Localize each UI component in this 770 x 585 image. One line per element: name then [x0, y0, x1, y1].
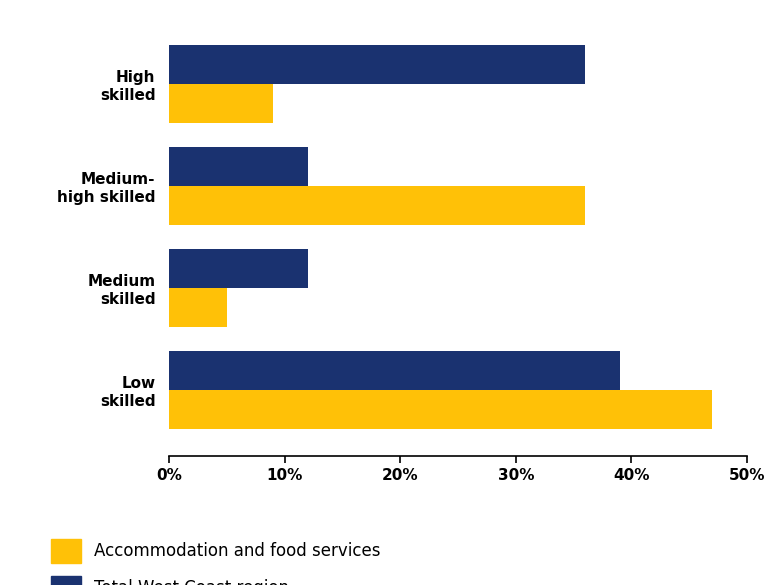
Legend: Accommodation and food services, Total West Coast region: Accommodation and food services, Total W… [51, 539, 380, 585]
Bar [169, 249, 308, 288]
Bar [169, 45, 585, 84]
Bar [169, 351, 620, 390]
Bar [169, 390, 712, 429]
Bar [169, 147, 308, 186]
Bar [169, 84, 273, 123]
Bar [169, 288, 227, 326]
Bar [169, 186, 585, 225]
